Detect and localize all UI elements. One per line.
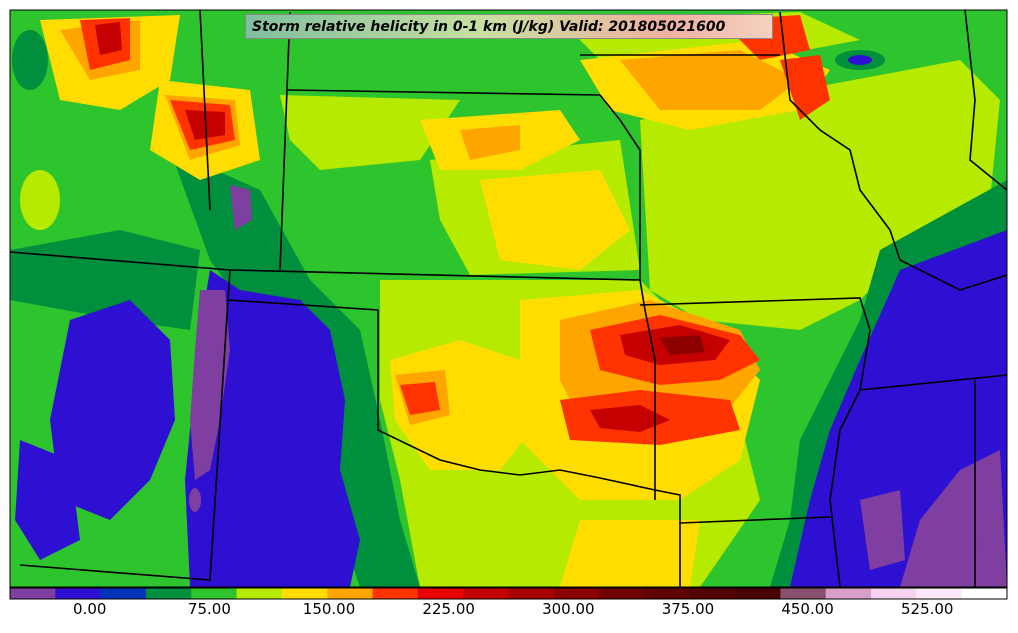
- colorbar-swatch: [191, 588, 238, 599]
- colorbar-labels: 0.00 75.00 150.00 225.00 300.00 375.00 450.00 5…: [10, 600, 1007, 622]
- colorbar-swatch: [55, 588, 102, 599]
- colorbar-swatch: [780, 588, 827, 599]
- colorbar-swatch: [644, 588, 691, 599]
- colorbar-tick-label: 150.00: [302, 600, 356, 618]
- colorbar-swatch: [145, 588, 192, 599]
- colorbar-swatch: [327, 588, 374, 599]
- colorbar-tick-label: 525.00: [900, 600, 954, 618]
- colorbar-tick-label: 450.00: [781, 600, 834, 618]
- colorbar: [9, 587, 1008, 600]
- colorbar-tick-label: 225.00: [422, 600, 475, 618]
- colorbar-swatch: [281, 588, 328, 599]
- colorbar-swatch: [825, 588, 872, 599]
- colorbar-swatch: [553, 588, 600, 599]
- colorbar-tick-label: 75.00: [187, 600, 231, 618]
- colorbar-tick-label: 300.00: [542, 600, 595, 618]
- colorbar-tick-label: 375.00: [661, 600, 715, 618]
- colorbar-swatch: [735, 588, 781, 599]
- colorbar-swatch: [372, 588, 419, 599]
- state-boundaries: [10, 10, 1007, 587]
- colorbar-swatch: [689, 588, 736, 599]
- colorbar-tick-label: 0.00: [73, 600, 107, 618]
- colorbar-swatch: [417, 588, 464, 599]
- colorbar-swatch: [463, 588, 509, 599]
- colorbar-swatch: [508, 588, 555, 599]
- colorbar-swatch: [10, 588, 56, 599]
- colorbar-swatch: [961, 588, 1008, 599]
- colorbar-border: [9, 587, 1008, 600]
- colorbar-swatch: [916, 588, 963, 599]
- map-title: Storm relative helicity in 0-1 km (J/kg)…: [245, 14, 773, 39]
- colorbar-swatch: [599, 588, 645, 599]
- colorbar-swatch: [100, 588, 147, 599]
- colorbar-swatch: [871, 588, 917, 599]
- colorbar-swatch: [236, 588, 283, 599]
